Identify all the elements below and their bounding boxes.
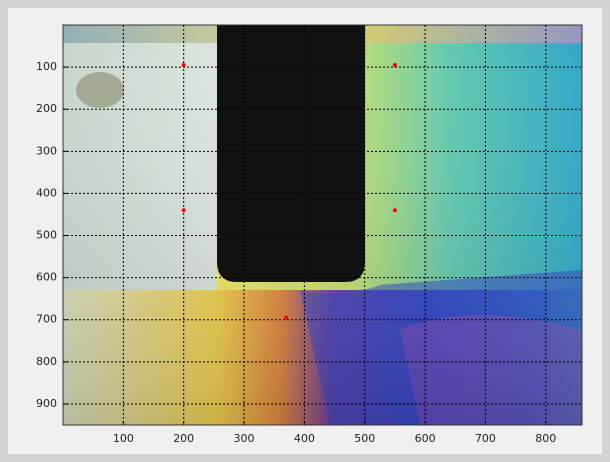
x-tick-label: 400 bbox=[294, 432, 315, 445]
page: 100 200 300 400 500 600 700 800 100 200 300 400 500 6… bbox=[0, 0, 610, 462]
point bbox=[284, 316, 288, 320]
x-tick-label: 200 bbox=[173, 432, 194, 445]
image bbox=[63, 25, 582, 425]
x-tick-label: 800 bbox=[535, 432, 556, 445]
y-tick-label: 300 bbox=[36, 144, 57, 157]
point bbox=[182, 208, 186, 212]
y-tick-label: 400 bbox=[36, 186, 57, 199]
point bbox=[393, 208, 397, 212]
point bbox=[182, 63, 186, 67]
x-tick-label: 500 bbox=[354, 432, 375, 445]
y-tick-label: 600 bbox=[36, 271, 57, 284]
y-tick-label: 500 bbox=[36, 229, 57, 242]
y-tick-label: 100 bbox=[36, 60, 57, 73]
point bbox=[393, 63, 397, 67]
x-tick-label: 600 bbox=[415, 432, 436, 445]
y-tick-label: 700 bbox=[36, 313, 57, 326]
y-tick-label: 800 bbox=[36, 355, 57, 368]
x-tick-label: 700 bbox=[475, 432, 496, 445]
chart: 100 200 300 400 500 600 700 800 100 200 300 400 500 6… bbox=[0, 0, 610, 462]
x-tick-label: 300 bbox=[234, 432, 255, 445]
y-tick-label: 900 bbox=[36, 397, 57, 410]
x-tick-label: 100 bbox=[113, 432, 134, 445]
y-tick-label: 200 bbox=[36, 102, 57, 115]
